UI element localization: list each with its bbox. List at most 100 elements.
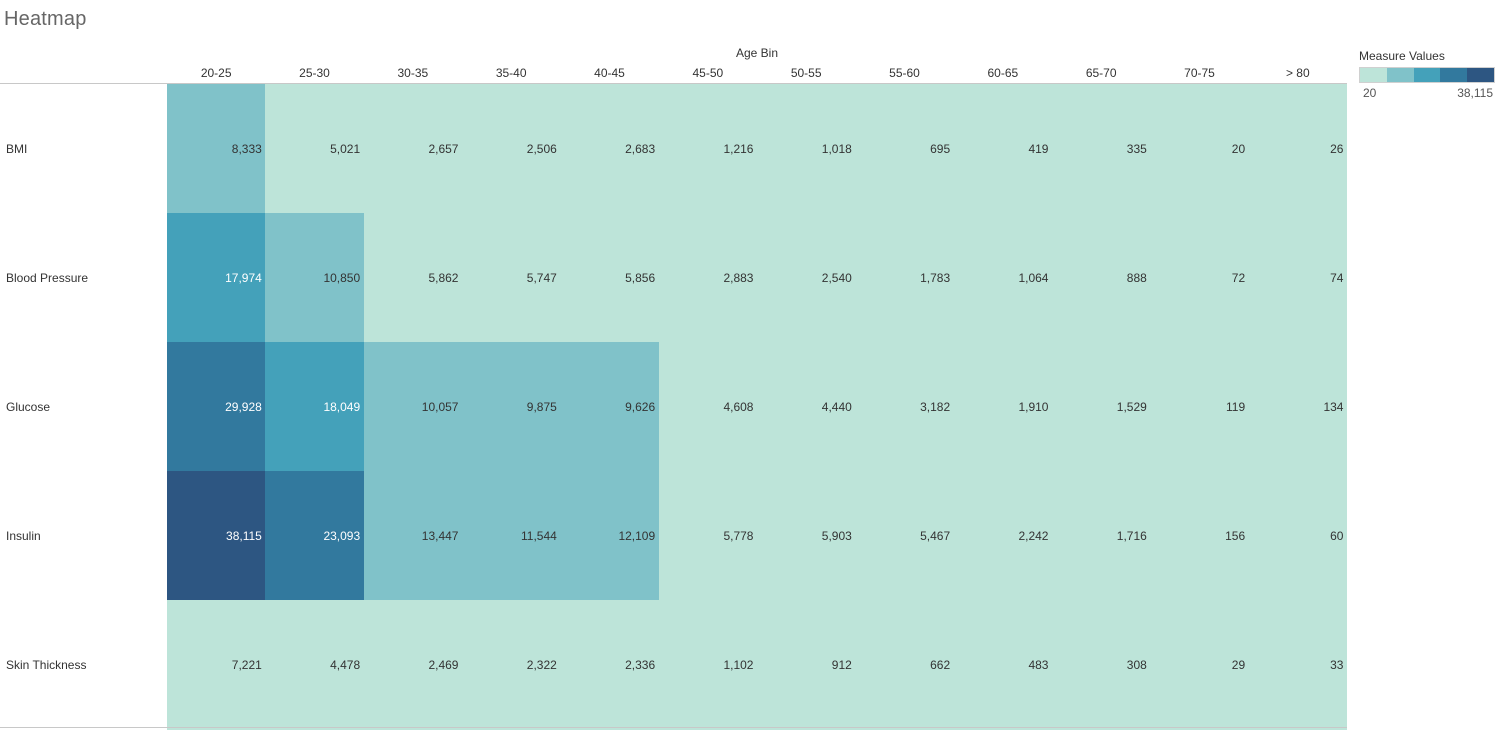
- heatmap-cell[interactable]: 72: [1150, 213, 1250, 343]
- heatmap-cell[interactable]: 38,115: [167, 471, 266, 601]
- heatmap-cell[interactable]: 1,064: [953, 213, 1053, 343]
- row-header: Blood Pressure: [6, 270, 89, 285]
- heatmap-cell[interactable]: 18,049: [265, 342, 365, 472]
- heatmap-cell[interactable]: 5,467: [855, 471, 955, 601]
- cell-value-label: 33: [1330, 657, 1344, 672]
- legend-max-label: 38,115: [1457, 86, 1493, 100]
- cell-value-label: 912: [831, 657, 852, 672]
- heatmap-cell[interactable]: 10,057: [363, 342, 463, 472]
- cell-value-label: 1,716: [1116, 528, 1147, 543]
- column-headers: 20-25 25-30 30-35 35-40 40-45 45-50 50-55 55-60…: [167, 66, 1347, 82]
- heatmap-cell[interactable]: 60: [1248, 471, 1348, 601]
- heatmap-cell[interactable]: 5,021: [265, 84, 365, 214]
- cell-value-label: 18,049: [323, 399, 361, 414]
- heatmap-cell[interactable]: 4,440: [757, 342, 856, 472]
- heatmap-cell[interactable]: 419: [953, 84, 1053, 214]
- cell-value-label: 156: [1225, 528, 1246, 543]
- cell-value-label: 119: [1226, 399, 1246, 414]
- heatmap-cell[interactable]: 8,333: [167, 84, 266, 214]
- heatmap-cell[interactable]: 2,540: [757, 213, 856, 343]
- heatmap-cell[interactable]: 33: [1248, 600, 1348, 730]
- heatmap-cell[interactable]: 5,747: [462, 213, 561, 343]
- heatmap-cell[interactable]: 1,529: [1052, 342, 1151, 472]
- cell-value-label: 9,626: [625, 399, 656, 414]
- heatmap-cell[interactable]: 335: [1052, 84, 1151, 214]
- legend-color-bar: [1359, 67, 1495, 83]
- heatmap-cell[interactable]: 10,850: [265, 213, 365, 343]
- cell-value-label: 5,903: [821, 528, 852, 543]
- heatmap-cell[interactable]: 156: [1150, 471, 1250, 601]
- heatmap-cell[interactable]: 1,910: [953, 342, 1053, 472]
- heatmap-cell[interactable]: 2,657: [363, 84, 463, 214]
- cell-value-label: 2,506: [526, 141, 557, 156]
- legend[interactable]: Measure Values 20 38,115: [1359, 49, 1495, 102]
- heatmap-cell[interactable]: 26: [1248, 84, 1348, 214]
- heatmap-cell[interactable]: 74: [1248, 213, 1348, 343]
- heatmap-cell[interactable]: 7,221: [167, 600, 266, 730]
- heatmap-cell[interactable]: 12,109: [560, 471, 660, 601]
- cell-value-label: 13,447: [421, 528, 459, 543]
- heatmap-cell[interactable]: 3,182: [855, 342, 955, 472]
- heatmap-cell[interactable]: 662: [855, 600, 955, 730]
- legend-swatch: [1386, 68, 1414, 82]
- column-header: 25-30: [299, 66, 330, 80]
- row-header: Insulin: [6, 528, 41, 543]
- heatmap-cell[interactable]: 17,974: [167, 213, 266, 343]
- heatmap-cell[interactable]: 888: [1052, 213, 1151, 343]
- heatmap-cell[interactable]: 2,322: [462, 600, 561, 730]
- heatmap-cell[interactable]: 1,716: [1052, 471, 1151, 601]
- heatmap-cell[interactable]: 1,783: [855, 213, 955, 343]
- legend-title: Measure Values: [1359, 49, 1445, 63]
- heatmap-grid[interactable]: 8,333 5,021 2,657 2,506 2,683 1,216 1,018 695 41…: [167, 84, 1348, 730]
- column-header: 20-25: [200, 66, 232, 80]
- heatmap-cell[interactable]: 23,093: [265, 471, 365, 601]
- heatmap-cell[interactable]: 2,469: [363, 600, 463, 730]
- legend-labels: 20 38,115: [1359, 86, 1495, 102]
- cell-value-label: 7,221: [231, 657, 262, 672]
- heatmap-cell[interactable]: 695: [855, 84, 955, 214]
- header-divider: [0, 83, 1347, 84]
- cell-value-label: 308: [1126, 657, 1147, 672]
- heatmap-cell[interactable]: 5,856: [560, 213, 660, 343]
- heatmap-cell[interactable]: 2,506: [462, 84, 561, 214]
- heatmap-cell[interactable]: 119: [1150, 342, 1250, 472]
- heatmap-cell[interactable]: 2,242: [953, 471, 1053, 601]
- heatmap-cell[interactable]: 483: [953, 600, 1053, 730]
- heatmap-cell[interactable]: 5,778: [658, 471, 758, 601]
- column-header: 70-75: [1184, 66, 1215, 80]
- heatmap-cell[interactable]: 9,875: [462, 342, 561, 472]
- heatmap-cell[interactable]: 1,216: [658, 84, 758, 214]
- cell-value-label: 2,469: [428, 657, 459, 672]
- heatmap-cell[interactable]: 134: [1248, 342, 1348, 472]
- cell-value-label: 29: [1231, 657, 1246, 672]
- heatmap-cell[interactable]: 2,883: [658, 213, 758, 343]
- cell-value-label: 695: [930, 141, 951, 156]
- cell-value-label: 2,683: [625, 141, 656, 156]
- heatmap-cell[interactable]: 2,683: [560, 84, 660, 214]
- heatmap-cell[interactable]: 20: [1150, 84, 1250, 214]
- heatmap-cell[interactable]: 9,626: [560, 342, 660, 472]
- heatmap-cell[interactable]: 13,447: [363, 471, 463, 601]
- heatmap-cell[interactable]: 5,903: [757, 471, 856, 601]
- cell-value-label: 38,115: [226, 528, 262, 543]
- heatmap-cell[interactable]: 4,608: [658, 342, 758, 472]
- heatmap-cell[interactable]: 2,336: [560, 600, 660, 730]
- heatmap-cell[interactable]: 4,478: [265, 600, 365, 730]
- legend-swatch: [1467, 68, 1494, 82]
- column-header: 50-55: [790, 66, 822, 80]
- column-header: 35-40: [495, 66, 527, 80]
- heatmap-cell[interactable]: 29,928: [167, 342, 266, 472]
- heatmap-cell[interactable]: 5,862: [363, 213, 463, 343]
- column-header: > 80: [1285, 66, 1310, 80]
- heatmap-cell[interactable]: 308: [1052, 600, 1151, 730]
- heatmap-cell[interactable]: 29: [1150, 600, 1250, 730]
- cell-value-label: 9,875: [526, 399, 557, 414]
- heatmap-cell[interactable]: 912: [757, 600, 856, 730]
- heatmap-cell[interactable]: 1,018: [757, 84, 856, 214]
- heatmap-cell[interactable]: 1,102: [658, 600, 758, 730]
- cell-value-label: 12,109: [618, 528, 656, 543]
- cell-value-label: 29,928: [225, 399, 262, 414]
- cell-value-label: 5,856: [625, 270, 656, 285]
- cell-value-label: 11,544: [521, 528, 557, 543]
- heatmap-cell[interactable]: 11,544: [462, 471, 561, 601]
